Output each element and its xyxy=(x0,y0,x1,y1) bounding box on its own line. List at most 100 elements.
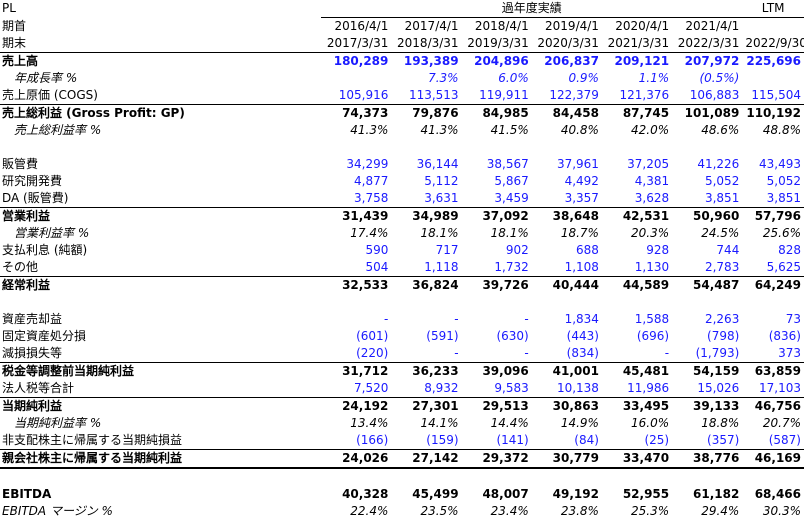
cell-value: 40,444 xyxy=(531,276,602,294)
cell-value: 20.3% xyxy=(631,226,670,240)
cell-value: (357) xyxy=(707,433,740,447)
spacer-row xyxy=(0,468,804,486)
cell-value: 37,092 xyxy=(461,207,532,225)
cell-value: 36,824 xyxy=(391,276,462,294)
cell-value: 48,007 xyxy=(482,487,529,501)
row-op-margin: 営業利益率 % 17.4% 18.1% 18.1% 18.7% 20.3% 24.5% 25.… xyxy=(0,225,804,242)
cell-value: (159) xyxy=(426,433,459,447)
cell-ltm: (587) xyxy=(768,433,801,447)
cell-value: 1,118 xyxy=(424,260,459,274)
cell-value: (591) xyxy=(426,329,459,343)
cell-value: 209,121 xyxy=(601,52,673,70)
cell-value: 52,955 xyxy=(622,487,670,501)
period-end: 2021/3/31 xyxy=(607,36,670,50)
period-end: 2019/3/31 xyxy=(467,36,529,50)
cell-value: 79,876 xyxy=(391,104,462,122)
cell-value: 30,863 xyxy=(531,397,602,415)
cell-value: (25) xyxy=(644,433,670,447)
cell-value: 3,357 xyxy=(564,191,599,205)
row-asset-gain: 資産売却益 - - - 1,834 1,588 2,263 73 xyxy=(0,311,804,328)
cell-value: 14.4% xyxy=(490,416,529,430)
cell-value: 9,583 xyxy=(494,381,529,395)
cell-value: - xyxy=(524,312,529,326)
cell-value: (84) xyxy=(574,433,599,447)
cell-value: 41,001 xyxy=(531,362,602,380)
cell-value: 3,628 xyxy=(634,191,670,205)
cell-ltm: (836) xyxy=(768,329,801,343)
cell-value: 3,851 xyxy=(704,191,740,205)
period-start: 2020/4/1 xyxy=(615,19,670,33)
cell-value: 39,096 xyxy=(461,362,532,380)
cell-value: 122,379 xyxy=(549,88,599,102)
period-end: 2020/3/31 xyxy=(537,36,599,50)
cell-value: 38,567 xyxy=(486,157,529,171)
period-end-ltm: 2022/9/30 xyxy=(745,36,804,50)
row-label: 固定資産処分損 xyxy=(2,329,87,343)
cell-value: 928 xyxy=(646,243,670,257)
cell-value: 39,726 xyxy=(461,276,532,294)
cell-value: 7,520 xyxy=(354,381,389,395)
row-gp-margin: 売上総利益率 % 41.3% 41.3% 41.5% 40.8% 42.0% 48.6% 48… xyxy=(0,122,804,139)
cell-value: (696) xyxy=(636,329,670,343)
row-label: 法人税等合計 xyxy=(2,381,75,395)
cell-value: 27,301 xyxy=(391,397,462,415)
row-label: 研究開発費 xyxy=(2,174,63,188)
cell-value: 34,299 xyxy=(346,157,389,171)
cell-value: - xyxy=(454,346,459,360)
row-rnd: 研究開発費 4,877 5,112 5,867 4,492 4,381 5,052 5,052 xyxy=(0,173,804,190)
row-label: EBITDA マージン % xyxy=(2,504,113,518)
cell-value: 18.1% xyxy=(420,226,459,240)
cell-value: 23.4% xyxy=(490,504,529,518)
row-label: DA (販管費) xyxy=(2,191,69,205)
corner-label: PL xyxy=(2,1,16,16)
row-label: 販管費 xyxy=(2,157,39,171)
cell-value: (166) xyxy=(356,433,389,447)
period-start: 2016/4/1 xyxy=(334,19,389,33)
header-row-title: PL 過年度実績 LTM xyxy=(0,0,804,18)
cell-value: 16.0% xyxy=(631,416,670,430)
cell-value: (443) xyxy=(566,329,599,343)
cell-value: 84,458 xyxy=(531,104,602,122)
row-gross-profit: 売上総利益 (Gross Profit: GP) 74,373 79,876 84,9… xyxy=(0,104,804,122)
cell-value: 13.4% xyxy=(350,416,389,430)
cell-ltm: 828 xyxy=(778,243,801,257)
row-label: 税金等調整前当期純利益 xyxy=(0,362,322,380)
period-end: 2018/3/31 xyxy=(397,36,459,50)
spacer-row xyxy=(0,294,804,311)
row-other: その他 504 1,118 1,732 1,108 1,130 2,783 5,625 xyxy=(0,259,804,277)
row-label: 売上総利益率 % xyxy=(14,123,102,137)
row-ordinary-income: 経常利益 32,533 36,824 39,726 40,444 44,589 54,487… xyxy=(0,276,804,294)
period-end: 2017/3/31 xyxy=(326,36,389,50)
row-interest: 支払利息 (純額) 590 717 902 688 928 744 828 xyxy=(0,242,804,259)
cell-value: 49,192 xyxy=(552,487,599,501)
row-label: 支払利息 (純額) xyxy=(2,243,88,257)
row-net-margin: 当期純利益率 % 13.4% 14.1% 14.4% 14.9% 16.0% 18.8% 20… xyxy=(0,415,804,432)
cell-value: 18.7% xyxy=(560,226,599,240)
cell-value: 5,112 xyxy=(424,174,459,188)
cell-value: 33,470 xyxy=(601,449,673,469)
cell-value: 1,130 xyxy=(634,260,670,274)
cell-value: 11,986 xyxy=(627,381,670,395)
header-row-start: 期首 2016/4/1 2017/4/1 2018/4/1 2019/4/1 2… xyxy=(0,18,804,36)
row-growth: 年成長率 % 7.3% 6.0% 0.9% 1.1% (0.5%) xyxy=(0,70,804,87)
ltm-header: LTM xyxy=(742,0,804,18)
cell-value: 902 xyxy=(505,243,529,257)
cell-value: 42,531 xyxy=(601,207,673,225)
cell-value: 2,783 xyxy=(704,260,740,274)
cell-ltm: 57,796 xyxy=(742,207,804,225)
cell-ltm: 373 xyxy=(778,346,801,360)
period-start: 2021/4/1 xyxy=(685,19,740,33)
cell-value: 204,896 xyxy=(461,52,532,70)
cell-value: 23.8% xyxy=(560,504,599,518)
cell-value: 34,989 xyxy=(391,207,462,225)
row-impairment: 減損損失等 (220) - - (834) - (1,793) 373 xyxy=(0,345,804,363)
cell-value: 504 xyxy=(365,260,389,274)
cell-value: 29,513 xyxy=(461,397,532,415)
cell-value: - xyxy=(454,312,459,326)
period-start: 2018/4/1 xyxy=(474,19,529,33)
cell-value: 113,513 xyxy=(408,88,459,102)
cell-value: 101,089 xyxy=(672,104,743,122)
cell-value: 38,648 xyxy=(531,207,602,225)
cell-value: 3,631 xyxy=(424,191,459,205)
